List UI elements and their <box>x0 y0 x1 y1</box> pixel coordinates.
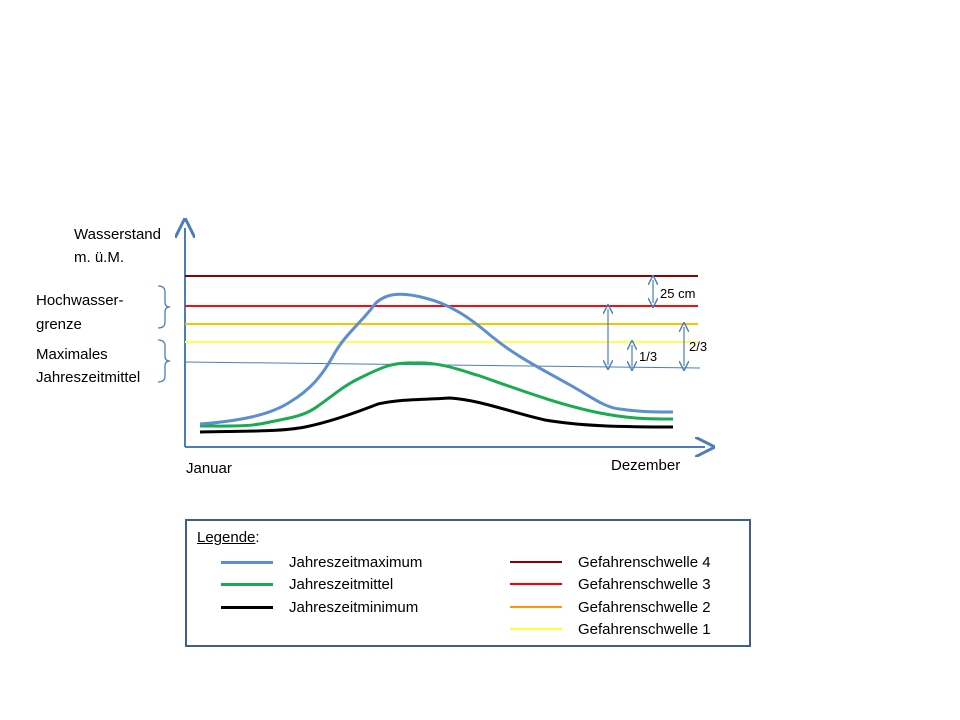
x-axis-start-label: Januar <box>186 460 232 477</box>
legend-item-jahreszeitmittel: Jahreszeitmittel <box>221 573 393 595</box>
legend-swatch <box>221 560 273 564</box>
legend-item-jahreszeitmaximum: Jahreszeitmaximum <box>221 551 422 573</box>
annotation-third: 1/3 <box>639 349 657 364</box>
mittel-label-line2: Jahreszeitmittel <box>36 369 140 386</box>
mittel-label-line1: Maximales <box>36 346 108 363</box>
annotation-two-thirds: 2/3 <box>689 339 707 354</box>
legend-title: Legende: <box>197 529 260 546</box>
jahreszeitmittel-curve <box>199 361 674 428</box>
legend-item-gefahrenschwelle-2: Gefahrenschwelle 2 <box>510 596 711 618</box>
mittel-brace <box>157 339 171 383</box>
hochwasser-brace <box>157 285 171 329</box>
legend-swatch <box>221 605 273 609</box>
y-axis-label-line2: m. ü.M. <box>74 249 124 266</box>
hochwasser-label-line1: Hochwasser- <box>36 292 124 309</box>
water-level-diagram: Wasserstand m. ü.M. Januar Dezember Hoch… <box>36 0 960 477</box>
hochwasser-label-line2: grenze <box>36 316 82 333</box>
jahreszeitmaximum-curve <box>199 292 674 426</box>
legend-item-gefahrenschwelle-1: Gefahrenschwelle 1 <box>510 618 711 640</box>
legend-item-jahreszeitminimum: Jahreszeitminimum <box>221 596 418 618</box>
legend-swatch <box>510 628 562 630</box>
legend-swatch <box>510 583 562 585</box>
legend-swatch <box>510 606 562 608</box>
annotation-25cm: 25 cm <box>660 286 695 301</box>
legend-item-gefahrenschwelle-4: Gefahrenschwelle 4 <box>510 551 711 573</box>
jahreszeitminimum-curve <box>199 396 674 434</box>
legend-swatch <box>221 582 273 586</box>
x-axis-end-label: Dezember <box>611 457 680 474</box>
y-axis-label-line1: Wasserstand <box>74 226 161 243</box>
legend-swatch <box>510 561 562 563</box>
legend-box: Legende: Jahreszeitmaximum Jahreszeitmit… <box>185 519 751 647</box>
legend-item-gefahrenschwelle-3: Gefahrenschwelle 3 <box>510 573 711 595</box>
